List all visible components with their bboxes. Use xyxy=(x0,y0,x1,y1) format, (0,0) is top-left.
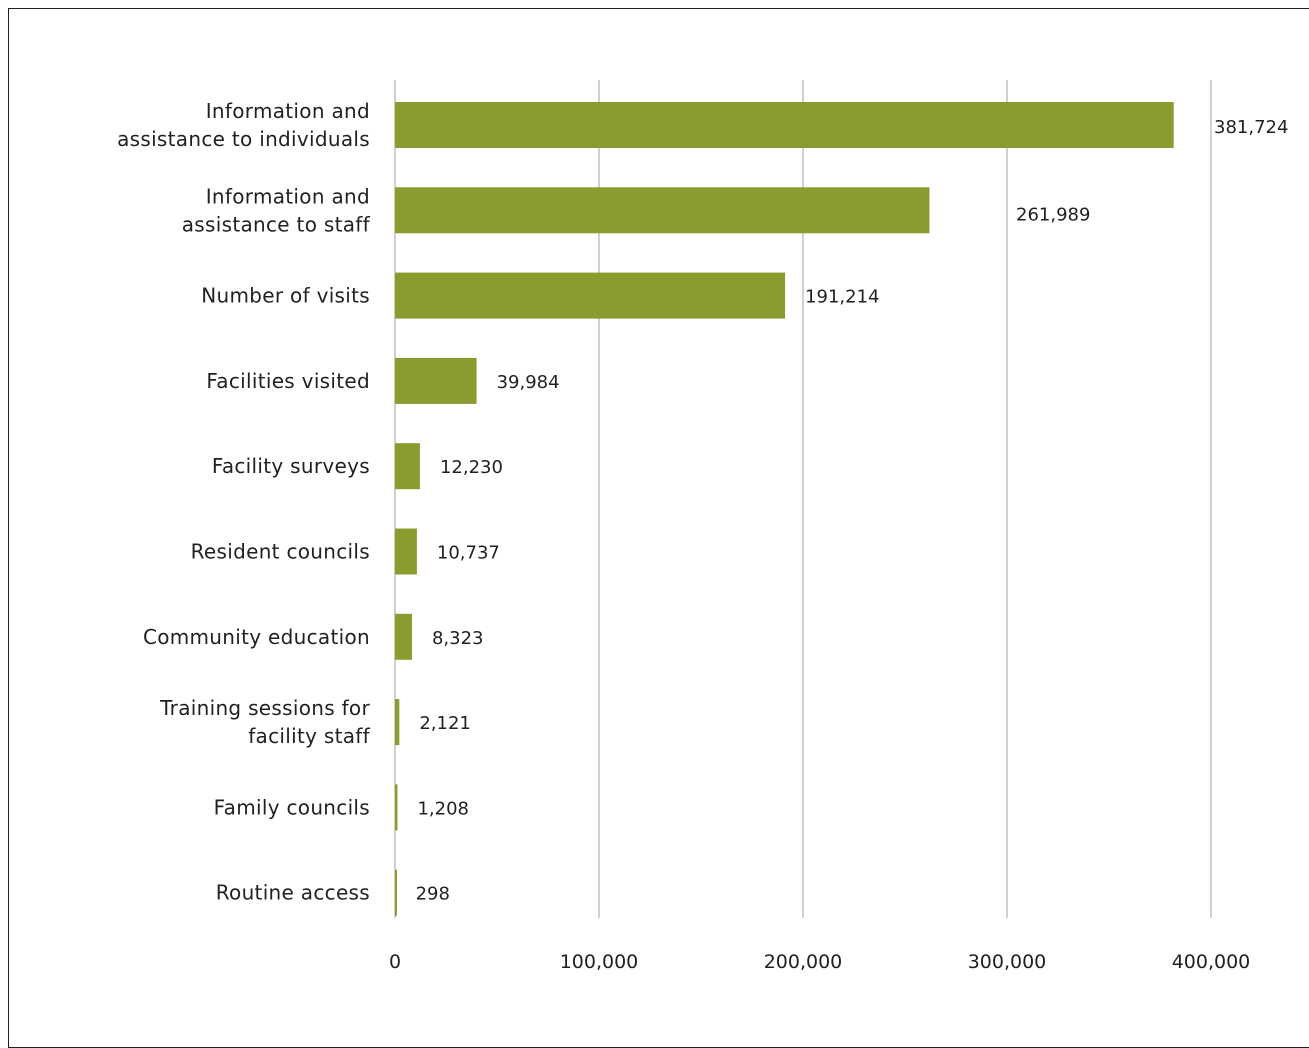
data-label: 191,214 xyxy=(805,287,879,308)
data-label: 10,737 xyxy=(437,543,500,564)
value-labels: 381,724 261,989 191,214 39,984 12,230 10,737 8… xyxy=(416,117,1289,905)
bar xyxy=(395,272,786,319)
category-label: Information and assistance to individuals xyxy=(117,99,370,151)
bar xyxy=(395,784,398,831)
data-label: 381,724 xyxy=(1214,117,1288,138)
bar xyxy=(395,869,397,916)
data-label: 12,230 xyxy=(440,457,503,478)
category-label: Resident councils xyxy=(191,540,370,564)
bar xyxy=(395,102,1174,148)
category-label: Training sessions for facility staff xyxy=(159,696,371,748)
data-label: 39,984 xyxy=(497,372,560,393)
data-label: 8,323 xyxy=(432,628,484,649)
data-label: 261,989 xyxy=(1016,204,1090,225)
data-label: 298 xyxy=(416,884,450,905)
data-label: 2,121 xyxy=(419,713,471,734)
category-label: Number of visits xyxy=(201,284,370,308)
bar xyxy=(395,528,417,575)
bar xyxy=(395,699,400,746)
data-label: 1,208 xyxy=(417,798,469,819)
bar xyxy=(395,613,412,660)
bar xyxy=(395,443,420,490)
x-tick-labels: 0 100,000 200,000 300,000 400,000 xyxy=(389,951,1250,973)
x-tick-label: 0 xyxy=(389,951,401,973)
category-label: Facilities visited xyxy=(206,369,370,393)
x-tick-label: 300,000 xyxy=(968,951,1047,973)
category-label: Routine access xyxy=(216,881,370,905)
category-label: Family councils xyxy=(214,795,370,819)
x-tick-label: 100,000 xyxy=(560,951,639,973)
category-label: Community education xyxy=(143,625,370,649)
bar xyxy=(395,357,477,404)
bar xyxy=(395,187,930,234)
bars xyxy=(395,102,1174,916)
category-label: Information and assistance to staff xyxy=(182,184,371,236)
category-label: Facility surveys xyxy=(212,454,370,478)
x-tick-label: 200,000 xyxy=(764,951,843,973)
x-tick-label: 400,000 xyxy=(1172,951,1251,973)
category-labels: Information and assistance to individuals… xyxy=(117,99,371,905)
